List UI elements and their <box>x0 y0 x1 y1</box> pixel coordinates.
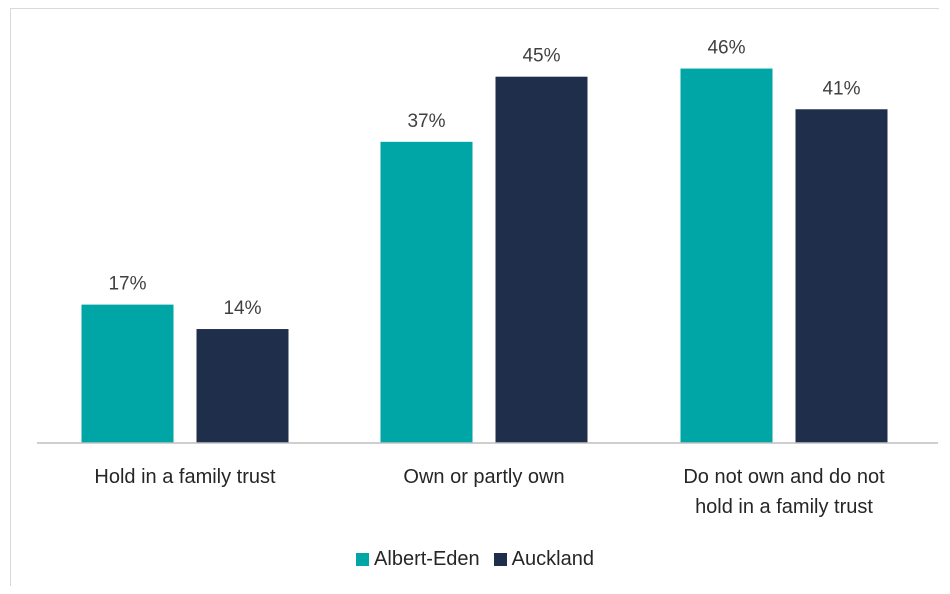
data-label-albert-eden-2: 46% <box>707 38 745 59</box>
legend-label-auckland: Auckland <box>511 548 594 570</box>
data-label-albert-eden-0: 17% <box>108 274 146 295</box>
category-label-2-line-0: Do not own and do not <box>683 466 885 488</box>
legend-item-albert-eden: Albert-Eden <box>356 548 480 571</box>
bar-auckland-1 <box>495 76 588 443</box>
legend: Albert-Eden Auckland <box>0 548 950 571</box>
bar-albert-eden-1 <box>380 141 473 443</box>
bar-auckland-0 <box>196 329 289 443</box>
data-label-auckland-0: 14% <box>223 298 261 319</box>
data-label-auckland-2: 41% <box>822 78 860 99</box>
bar-albert-eden-2 <box>680 68 773 443</box>
data-label-albert-eden-1: 37% <box>407 111 445 132</box>
legend-swatch-albert-eden <box>356 553 370 566</box>
category-label-0-line-0: Hold in a family trust <box>94 466 276 488</box>
bar-albert-eden-0 <box>81 304 174 443</box>
category-label-1-line-0: Own or partly own <box>403 466 564 488</box>
legend-label-albert-eden: Albert-Eden <box>374 548 480 570</box>
bar-auckland-2 <box>795 109 888 443</box>
data-label-auckland-1: 45% <box>522 46 560 67</box>
category-label-2-line-1: hold in a family trust <box>695 496 873 518</box>
bars-group <box>81 68 888 443</box>
legend-item-auckland: Auckland <box>493 548 594 571</box>
legend-swatch-auckland <box>493 553 507 566</box>
labels-group: 17% 37% 46% 14% 45% 41% Hold in a family trust… <box>94 38 885 518</box>
chart-frame <box>10 8 939 586</box>
